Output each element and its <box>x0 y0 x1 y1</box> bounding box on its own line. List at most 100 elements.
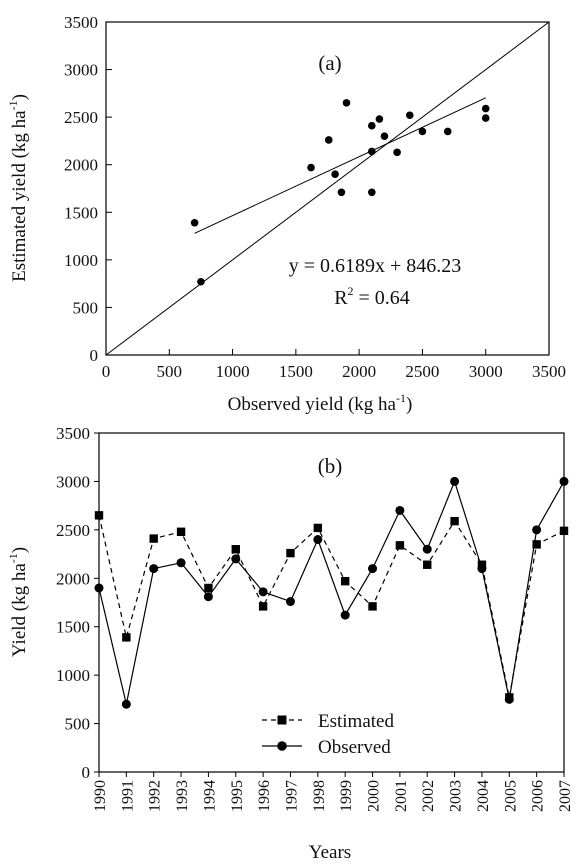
scatter-point <box>368 121 376 130</box>
x-tick-label-b: 2000 <box>366 780 383 812</box>
x-tick-label-b: 2004 <box>475 780 492 812</box>
marker-estimated <box>231 545 240 554</box>
legend-observed-marker <box>277 741 287 751</box>
marker-observed <box>395 505 405 515</box>
panel-label-b: (b) <box>318 454 343 478</box>
y-tick-label-b: 2500 <box>56 521 90 540</box>
marker-observed <box>285 597 295 607</box>
legend-estimated-label: Estimated <box>318 711 394 732</box>
marker-estimated <box>559 526 569 536</box>
marker-estimated <box>176 527 186 536</box>
y-tick-label-a: 0 <box>90 346 99 365</box>
y-tick-label-a: 2000 <box>64 156 98 175</box>
marker-observed <box>94 583 104 593</box>
x-axis-label-b: Years <box>309 842 351 863</box>
series-line-estimated <box>98 515 565 698</box>
scatter-point <box>368 188 376 197</box>
marker-estimated <box>395 541 405 550</box>
series-markers <box>94 476 569 709</box>
marker-observed <box>477 564 487 574</box>
x-tick-label-a: 1000 <box>216 362 250 381</box>
marker-observed <box>450 476 460 486</box>
x-tick-label-a: 3000 <box>469 362 503 381</box>
marker-estimated <box>94 511 104 520</box>
y-tick-label-b: 2000 <box>56 569 90 588</box>
marker-estimated <box>450 516 459 526</box>
x-tick-label-b: 1995 <box>229 780 246 812</box>
x-tick-label-b: 2001 <box>393 780 410 812</box>
marker-observed <box>258 587 268 597</box>
marker-observed <box>121 699 131 709</box>
plot-frame-b <box>98 432 565 773</box>
trend-lines-a <box>105 21 550 356</box>
marker-estimated <box>423 560 432 569</box>
marker-estimated <box>340 576 350 586</box>
scatter-point <box>405 111 414 120</box>
r-squared-label: R2 = 0.64 <box>334 284 410 309</box>
scatter-point <box>368 147 376 156</box>
marker-estimated <box>532 540 541 549</box>
axis-ticks-a: 0 500 1000 1500 2000 2500 3000 3500 0 500 1000 1500… <box>64 13 566 381</box>
scatter-point <box>443 127 452 136</box>
x-tick-label-a: 1500 <box>279 362 313 381</box>
x-tick-label-a: 3500 <box>532 362 566 381</box>
x-tick-label-b: 2003 <box>448 780 465 812</box>
marker-observed <box>422 544 432 554</box>
x-tick-label-b: 1992 <box>147 780 164 812</box>
y-tick-label-b: 0 <box>82 763 91 782</box>
marker-observed <box>340 610 350 620</box>
scatter-panel: 0 500 1000 1500 2000 2500 3000 3500 0 500 1000 1500… <box>6 13 566 415</box>
x-tick-label-a: 500 <box>157 362 183 381</box>
marker-estimated <box>286 548 295 558</box>
y-axis-label-b: Yield (kg ha-1) <box>6 547 30 657</box>
scatter-point <box>337 188 346 197</box>
one-to-one-line <box>105 21 550 356</box>
axis-ticks-b: 0 500 1000 1500 2000 2500 3000 3500 1990 1991 1992… <box>56 424 574 812</box>
marker-observed <box>368 564 378 574</box>
y-tick-label-a: 1000 <box>64 251 98 270</box>
marker-observed <box>203 592 213 602</box>
x-tick-label-b: 1994 <box>201 780 218 812</box>
plot-frame-a <box>105 21 550 356</box>
scatter-point <box>481 114 490 122</box>
x-tick-label-a: 2000 <box>342 362 376 381</box>
marker-estimated <box>204 583 213 593</box>
scatter-point <box>380 132 389 140</box>
y-tick-label-b: 500 <box>65 715 91 734</box>
x-tick-label-a: 0 <box>102 362 111 381</box>
x-tick-label-b: 2002 <box>420 780 437 812</box>
series-lines <box>98 479 565 705</box>
x-tick-label-b: 2007 <box>557 780 574 812</box>
scatter-point <box>481 104 490 113</box>
y-axis-label-a: Estimated yield (kg ha-1) <box>6 94 30 282</box>
x-tick-label-b: 1993 <box>174 780 191 812</box>
x-tick-label-a: 2500 <box>405 362 439 381</box>
y-tick-label-a: 500 <box>73 298 99 317</box>
marker-observed <box>559 476 569 486</box>
y-tick-label-a: 2500 <box>64 108 98 127</box>
x-tick-label-b: 1990 <box>92 780 109 812</box>
x-tick-label-b: 1991 <box>119 780 136 812</box>
y-tick-label-b: 1500 <box>56 618 90 637</box>
legend-estimated-marker <box>277 715 287 725</box>
scatter-point <box>342 99 351 107</box>
series-line-observed <box>98 479 565 705</box>
x-tick-label-b: 1998 <box>311 780 328 812</box>
marker-observed <box>504 694 514 704</box>
marker-observed <box>176 558 186 568</box>
legend: Estimated Observed <box>262 711 394 758</box>
y-tick-label-a: 3500 <box>64 13 98 32</box>
marker-observed <box>231 554 241 564</box>
x-tick-label-b: 1997 <box>283 780 300 812</box>
timeseries-panel: 0 500 1000 1500 2000 2500 3000 3500 1990 1991 1992… <box>6 424 574 863</box>
y-tick-label-b: 3000 <box>56 472 90 491</box>
marker-estimated <box>258 602 268 611</box>
marker-observed <box>532 525 542 535</box>
scatter-point <box>197 277 205 286</box>
y-tick-label-b: 1000 <box>56 666 90 685</box>
x-tick-label-b: 2006 <box>530 780 547 812</box>
y-tick-label-a: 1500 <box>64 203 98 222</box>
marker-observed <box>149 564 159 574</box>
scatter-point <box>393 148 401 157</box>
